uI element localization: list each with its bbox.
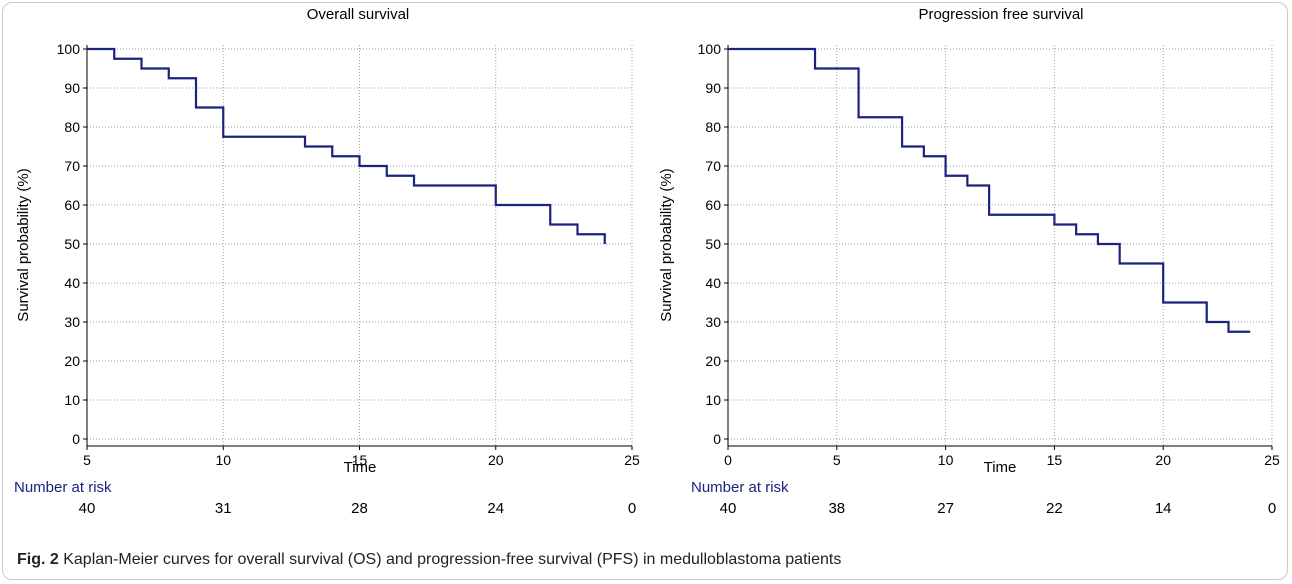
y-tick-label: 70: [64, 158, 80, 174]
chart-title: Overall survival: [307, 6, 410, 23]
figure-caption: Fig. 2 Kaplan-Meier curves for overall s…: [17, 551, 841, 569]
y-tick-label: 30: [705, 314, 721, 330]
y-tick-label: 10: [705, 392, 721, 408]
y-tick-label: 50: [64, 236, 80, 252]
x-tick-label: 10: [215, 452, 231, 468]
y-tick-label: 20: [705, 353, 721, 369]
risk-table-header: Number at risk: [691, 479, 789, 496]
x-tick-label: 25: [1264, 452, 1280, 468]
y-tick-label: 40: [705, 275, 721, 291]
risk-table-value: 40: [720, 500, 737, 517]
risk-table-value: 0: [628, 500, 636, 517]
risk-table-value: 27: [937, 500, 954, 517]
x-axis-label: Time: [984, 459, 1017, 476]
y-tick-label: 40: [64, 275, 80, 291]
x-tick-label: 15: [1047, 452, 1063, 468]
caption-label: Fig. 2: [17, 551, 59, 568]
x-tick-label: 20: [1155, 452, 1171, 468]
x-tick-label: 25: [624, 452, 640, 468]
x-axis-label: Time: [344, 459, 377, 476]
risk-table-value: 28: [351, 500, 368, 517]
x-tick-label: 15: [352, 452, 368, 468]
y-tick-label: 20: [64, 353, 80, 369]
y-axis-label: Survival probability (%): [15, 168, 32, 321]
y-tick-label: 50: [705, 236, 721, 252]
survival-curve: [87, 47, 606, 244]
y-tick-label: 0: [72, 431, 80, 447]
y-tick-label: 70: [705, 158, 721, 174]
risk-table-value: 38: [828, 500, 845, 517]
risk-table-header: Number at risk: [14, 479, 112, 496]
y-tick-label: 90: [705, 80, 721, 96]
risk-table-value: 22: [1046, 500, 1063, 517]
x-tick-label: 0: [724, 452, 732, 468]
x-tick-label: 20: [488, 452, 504, 468]
y-tick-label: 60: [705, 197, 721, 213]
risk-table-value: 14: [1155, 500, 1172, 517]
y-tick-label: 100: [698, 41, 722, 57]
x-tick-label: 5: [83, 452, 91, 468]
risk-table-value: 0: [1268, 500, 1276, 517]
risk-table-value: 24: [487, 500, 504, 517]
y-tick-label: 90: [64, 80, 80, 96]
y-tick-label: 30: [64, 314, 80, 330]
survival-curve: [728, 47, 1251, 333]
y-tick-label: 100: [57, 41, 81, 57]
chart-title: Progression free survival: [918, 6, 1083, 23]
caption-text: Kaplan-Meier curves for overall survival…: [63, 551, 842, 568]
risk-table-value: 40: [79, 500, 96, 517]
risk-table-value: 31: [215, 500, 232, 517]
y-tick-label: 60: [64, 197, 80, 213]
y-tick-label: 0: [713, 431, 721, 447]
x-tick-label: 10: [938, 452, 954, 468]
chart-progression-free-survival: Progression free survival010203040506070…: [658, 6, 1280, 517]
x-tick-label: 5: [833, 452, 841, 468]
y-axis-label: Survival probability (%): [658, 168, 675, 321]
y-tick-label: 80: [705, 119, 721, 135]
y-tick-label: 80: [64, 119, 80, 135]
y-tick-label: 10: [64, 392, 80, 408]
